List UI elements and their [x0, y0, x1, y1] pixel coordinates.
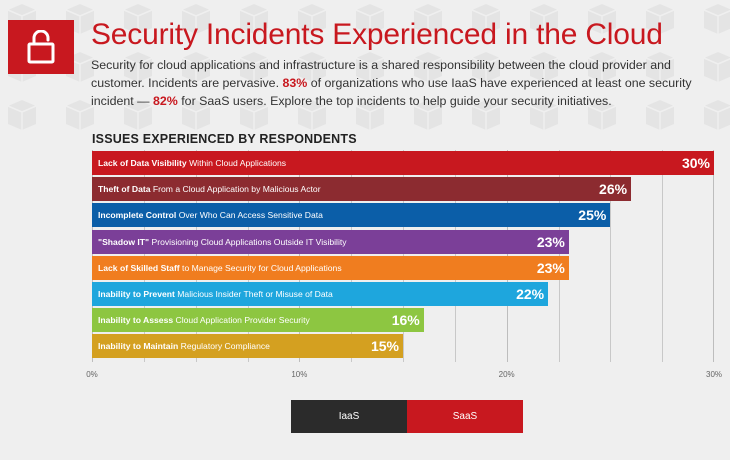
bar: Lack of Skilled Staff to Manage Security…: [92, 255, 569, 280]
bar-label-rest: Cloud Application Provider Security: [173, 315, 310, 326]
bar-label-rest: Regulatory Compliance: [178, 341, 270, 352]
bar-label: Inability to Assess Cloud Application Pr…: [98, 308, 310, 332]
bar: Inability to Prevent Malicious Insider T…: [92, 282, 549, 306]
bar-label-rest: From a Cloud Application by Malicious Ac…: [150, 184, 321, 195]
bar-value-label: 22%: [516, 286, 545, 302]
bar-value-label: 30%: [681, 155, 710, 171]
bar-label-bold: Inability to Prevent: [98, 289, 175, 299]
intro-text-2: of organizations who use IaaS have exper…: [91, 76, 692, 108]
bar-label-rest: Within Cloud Applications: [186, 158, 287, 168]
bar-label: Lack of Skilled Staff to Manage Security…: [98, 256, 342, 280]
bar-chart-plot: Lack of Data Visibility Within Cloud App…: [92, 150, 714, 362]
x-tick-label: 30%: [705, 370, 723, 379]
bar-label-bold: Theft of Data: [98, 184, 151, 195]
chart-title: ISSUES EXPERIENCED BY RESPONDENTS: [92, 132, 357, 146]
x-tick-label: 10%: [291, 370, 308, 379]
bar-value-label: 23%: [536, 259, 565, 276]
bar: Incomplete Control Over Who Can Access S…: [92, 203, 611, 228]
bar-value-label: 23%: [536, 233, 565, 250]
bar: Inability to Maintain Regulatory Complia…: [92, 334, 403, 359]
bar: "Shadow IT" Provisioning Cloud Applicati…: [92, 229, 569, 254]
header-icon-tile: [8, 20, 74, 74]
page-title: Security Incidents Experienced in the Cl…: [91, 18, 663, 51]
bar-label-rest: Over Who Can Access Sensitive Data: [176, 210, 323, 221]
intro-paragraph: Security for cloud applications and infr…: [91, 56, 721, 110]
bar-label-bold: Lack of Skilled Staff: [98, 262, 180, 273]
bar-label-rest: Provisioning Cloud Applications Outside …: [149, 236, 347, 247]
gridline: [662, 150, 664, 362]
intro-text-3: for SaaS users. Explore the top incident…: [177, 94, 612, 108]
gridline: [713, 150, 714, 362]
intro-iaas-percent: 83%: [282, 76, 308, 90]
bar: Lack of Data Visibility Within Cloud App…: [92, 151, 714, 175]
x-tick-label: 20%: [498, 370, 515, 379]
bar-value-label: 25%: [578, 207, 607, 224]
bar-value-label: 16%: [391, 312, 420, 329]
x-tick-label: 0%: [86, 370, 98, 379]
bar-value-label: 15%: [370, 338, 399, 355]
bar-label: Lack of Data Visibility Within Cloud App…: [98, 151, 286, 175]
bar-label-bold: Incomplete Control: [98, 210, 177, 221]
legend-item-iaas[interactable]: IaaS: [291, 400, 407, 433]
bar-label-rest: Malicious Insider Theft or Misuse of Dat…: [174, 289, 333, 299]
intro-saas-percent: 82%: [152, 94, 178, 108]
bar-label: "Shadow IT" Provisioning Cloud Applicati…: [98, 230, 347, 254]
bar-label-bold: Lack of Data Visibility: [98, 158, 187, 168]
bar: Inability to Assess Cloud Application Pr…: [92, 308, 424, 333]
bar-label-bold: Inability to Assess: [98, 315, 174, 326]
bar-label: Inability to Maintain Regulatory Complia…: [98, 334, 270, 358]
unlocked-padlock-icon: [27, 30, 55, 64]
bar-label-bold: "Shadow IT": [98, 236, 150, 247]
bar-label: Theft of Data From a Cloud Application b…: [98, 177, 321, 201]
legend-item-saas[interactable]: SaaS: [407, 400, 523, 433]
bar-label: Inability to Prevent Malicious Insider T…: [98, 282, 333, 306]
gridline: [610, 150, 612, 362]
intro-text-1: Security for cloud applications and infr…: [91, 58, 671, 90]
bar: Theft of Data From a Cloud Application b…: [92, 177, 632, 202]
bar-value-label: 26%: [599, 181, 628, 198]
bar-label-bold: Inability to Maintain: [98, 341, 179, 352]
bar-label: Incomplete Control Over Who Can Access S…: [98, 203, 323, 227]
bar-label-rest: to Manage Security for Cloud Application…: [179, 262, 342, 273]
